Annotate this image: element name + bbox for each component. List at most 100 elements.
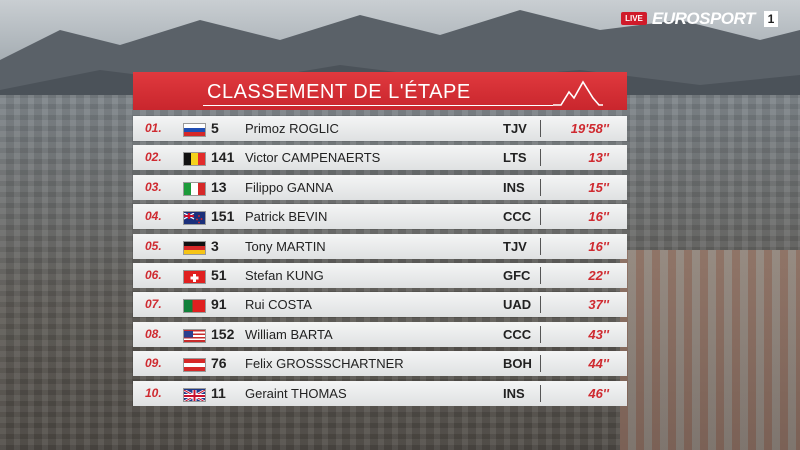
rider-first-name: Geraint xyxy=(245,385,288,401)
usa-flag-icon xyxy=(183,328,206,343)
rider-name: William BARTA xyxy=(245,322,333,347)
divider xyxy=(540,178,541,196)
classification-row: 04. 151 Patrick BEVIN CCC 16'' xyxy=(133,204,627,230)
rank: 05. xyxy=(145,238,162,253)
eurosport-logo: EUROSPORT xyxy=(652,9,755,28)
classification-row: 01. 5 Primoz ROGLIC TJV 19'58'' xyxy=(133,116,627,141)
rank: 07. xyxy=(145,297,162,312)
rank: 04. xyxy=(145,209,162,224)
rank: 03. xyxy=(145,179,162,194)
divider xyxy=(540,237,541,255)
rider-last-name: KUNG xyxy=(286,268,324,283)
board-header: CLASSEMENT DE L'ÉTAPE xyxy=(133,72,627,110)
classification-row: 05. 3 Tony MARTIN TJV 16'' xyxy=(133,233,627,259)
rider-last-name: GROSSSCHARTNER xyxy=(276,356,404,372)
team-code: TJV xyxy=(503,121,527,136)
classification-row: 07. 91 Rui COSTA UAD 37'' xyxy=(133,292,627,318)
rider-last-name: BEVIN xyxy=(288,209,328,225)
divider xyxy=(540,267,541,284)
rider-first-name: Filippo xyxy=(245,179,284,195)
rider-name: Victor CAMPENAERTS xyxy=(245,145,380,170)
bib-number: 3 xyxy=(211,237,219,254)
rank: 02. xyxy=(145,150,162,165)
new-zealand-flag-icon xyxy=(183,211,206,226)
rider-first-name: Victor xyxy=(245,150,278,166)
portugal-flag-icon xyxy=(183,299,206,314)
bib-number: 76 xyxy=(211,355,227,372)
bib-number: 152 xyxy=(211,325,235,342)
rank: 01. xyxy=(145,121,162,135)
rider-first-name: Tony xyxy=(245,238,273,254)
team-code: LTS xyxy=(503,150,527,166)
classification-row: 09. 76 Felix GROSSSCHARTNER BOH 44'' xyxy=(133,351,627,377)
divider xyxy=(540,120,541,137)
rider-first-name: Stefan xyxy=(245,268,283,283)
divider xyxy=(540,325,541,343)
rider-name: Patrick BEVIN xyxy=(245,204,327,229)
rider-first-name: Felix xyxy=(245,356,273,372)
rider-name: Primoz ROGLIC xyxy=(245,116,339,141)
time-gap: 22'' xyxy=(588,268,609,283)
rider-name: Felix GROSSSCHARTNER xyxy=(245,351,404,376)
bib-number: 51 xyxy=(211,267,227,283)
rider-name: Geraint THOMAS xyxy=(245,381,347,406)
team-code: BOH xyxy=(503,356,532,372)
classification-row: 02. 141 Victor CAMPENAERTS LTS 13'' xyxy=(133,145,627,171)
stage-classification-board: CLASSEMENT DE L'ÉTAPE 01. 5 Primoz ROGLIC T… xyxy=(133,72,627,409)
swiss-cross xyxy=(190,274,199,282)
divider xyxy=(540,384,541,402)
time-gap: 16'' xyxy=(588,238,609,254)
us-canton xyxy=(184,330,193,338)
bib-number: 11 xyxy=(211,384,226,401)
rider-first-name: Primoz xyxy=(245,121,286,136)
time-gap: 46'' xyxy=(588,385,609,401)
divider xyxy=(540,296,541,314)
classification-row: 08. 152 William BARTA CCC 43'' xyxy=(133,321,627,347)
team-code: INS xyxy=(503,179,525,195)
team-code: UAD xyxy=(503,297,532,313)
time-gap: 19'58'' xyxy=(570,121,609,136)
classification-row: 10. 11 Geraint THOMAS INS 46'' xyxy=(133,380,627,406)
mountain-icon xyxy=(553,80,603,106)
rider-name: Filippo GANNA xyxy=(245,175,333,200)
rank: 08. xyxy=(145,326,162,341)
time-gap: 43'' xyxy=(588,326,609,342)
classification-row: 03. 13 Filippo GANNA INS 15'' xyxy=(133,174,627,200)
team-code: INS xyxy=(503,385,525,401)
rider-name: Stefan KUNG xyxy=(245,263,324,288)
time-gap: 37'' xyxy=(588,297,609,313)
bib-number: 141 xyxy=(211,149,235,166)
divider xyxy=(540,208,541,226)
rider-last-name: ROGLIC xyxy=(289,121,339,136)
rider-last-name: THOMAS xyxy=(291,385,347,401)
rider-first-name: Patrick xyxy=(245,209,285,225)
divider xyxy=(540,149,541,167)
belgium-flag-icon xyxy=(183,152,206,167)
rider-first-name: William xyxy=(245,326,287,342)
rider-last-name: CAMPENAERTS xyxy=(281,150,381,166)
switzerland-flag-icon xyxy=(183,270,206,284)
rider-name: Rui COSTA xyxy=(245,292,312,317)
title-underline xyxy=(203,105,553,106)
union-jack xyxy=(184,388,205,401)
rider-last-name: MARTIN xyxy=(276,238,326,254)
bib-number: 91 xyxy=(211,296,227,313)
team-code: GFC xyxy=(503,268,531,283)
bib-number: 151 xyxy=(211,208,235,225)
rider-name: Tony MARTIN xyxy=(245,234,326,259)
classification-row: 06. 51 Stefan KUNG GFC 22'' xyxy=(133,263,627,288)
bib-number: 13 xyxy=(211,178,227,195)
austria-flag-icon xyxy=(183,358,206,373)
rank: 10. xyxy=(145,385,162,400)
rider-last-name: GANNA xyxy=(286,179,334,195)
nz-stars xyxy=(184,212,203,224)
rank: 06. xyxy=(145,268,162,282)
live-badge: LIVE xyxy=(621,12,647,25)
rider-last-name: BARTA xyxy=(290,326,333,342)
slovenia-flag-icon xyxy=(183,123,206,137)
board-title: CLASSEMENT DE L'ÉTAPE xyxy=(207,81,471,103)
channel-number: 1 xyxy=(764,11,778,27)
team-code: CCC xyxy=(503,326,532,342)
divider xyxy=(540,355,541,373)
time-gap: 44'' xyxy=(588,356,609,372)
